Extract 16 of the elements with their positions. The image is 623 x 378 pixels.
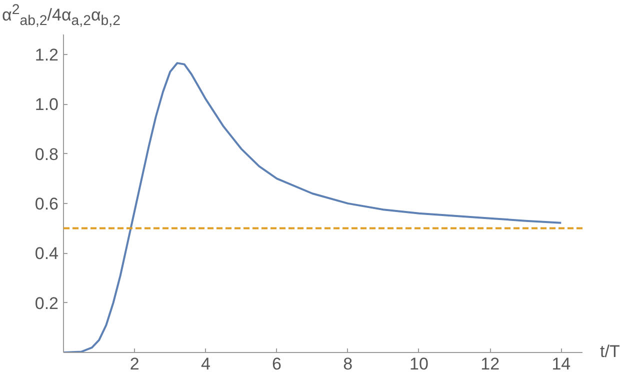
x-tick-label: 8 <box>343 354 353 374</box>
x-tick-label: 4 <box>200 354 210 374</box>
y-tick-label: 0.6 <box>34 194 59 214</box>
y-tick-label: 1.0 <box>34 95 59 114</box>
x-axis-title: t/T <box>600 341 620 363</box>
y-tick-label: 0.2 <box>34 294 59 313</box>
y-tick-label: 0.4 <box>34 244 59 264</box>
x-tick-label: 10 <box>410 354 428 374</box>
y-tick-label: 0.8 <box>34 144 59 164</box>
line-series <box>64 62 562 352</box>
x-tick-label: 2 <box>130 354 140 374</box>
y-axis-title: α$^{2}$$_{ab,2}$/4α$_{a,2}$α$_{b,2}$ <box>2 1 120 32</box>
x-tick-label: 12 <box>480 354 500 374</box>
y-tick-label: 1.2 <box>34 45 59 64</box>
x-tick-label: 6 <box>272 354 282 374</box>
x-tick-label: 14 <box>552 354 571 374</box>
